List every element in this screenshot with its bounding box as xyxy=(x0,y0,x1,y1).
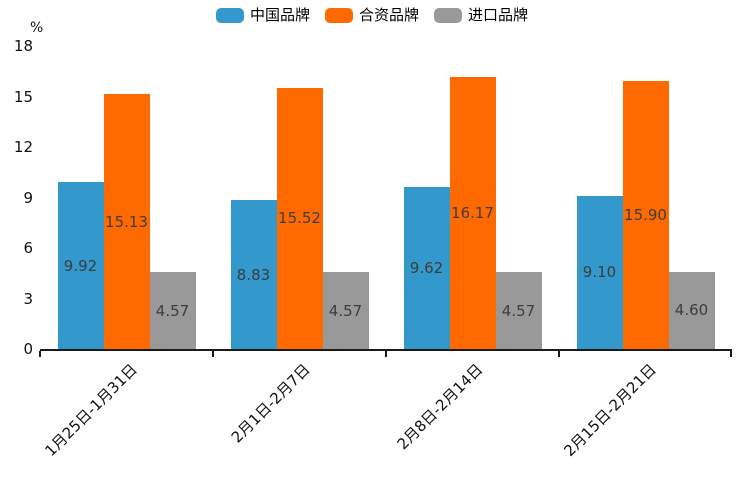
y-axis-tick-label: 3 xyxy=(23,289,33,308)
bar-joint-venture-brand-group-2: 15.52 xyxy=(276,87,323,349)
bar-value-label: 9.62 xyxy=(409,259,444,278)
legend-item-china-brand[interactable]: 中国品牌 xyxy=(215,6,310,24)
bar-value-label: 8.83 xyxy=(236,265,271,284)
bar-value-label: 4.57 xyxy=(328,301,363,320)
legend-swatch-import-brand xyxy=(434,8,462,23)
legend-label: 合资品牌 xyxy=(358,6,419,24)
x-axis-category-label: 2月8日-2月14日 xyxy=(393,360,487,454)
x-axis-category-label: 2月15日-2月21日 xyxy=(560,360,660,460)
bar-value-label: 15.13 xyxy=(105,212,148,231)
legend-item-import-brand[interactable]: 进口品牌 xyxy=(434,7,528,24)
y-axis-tick-label: 12 xyxy=(13,138,33,156)
bar-china-brand-group-3: 9.62 xyxy=(403,187,450,349)
bar-value-label: 16.17 xyxy=(451,203,494,222)
bar-value-label: 9.10 xyxy=(582,263,617,282)
bar-joint-venture-brand-group-3: 16.17 xyxy=(449,76,496,349)
x-axis-tick xyxy=(385,351,387,357)
y-axis-unit-label: % xyxy=(30,20,44,36)
y-axis-tick-label: 9 xyxy=(23,188,33,207)
legend-label: 中国品牌 xyxy=(249,6,310,24)
bar-joint-venture-brand-group-4: 15.90 xyxy=(622,81,669,349)
bar-group-4: 9.10 15.90 4.60 xyxy=(559,46,732,349)
bar-value-label: 4.57 xyxy=(155,301,190,320)
x-axis-category-label: 1月25日-1月31日 xyxy=(41,360,141,460)
bar-import-brand-group-1: 4.57 xyxy=(149,272,196,349)
legend-item-joint-venture-brand[interactable]: 合资品牌 xyxy=(324,6,419,24)
legend-label: 进口品牌 xyxy=(468,6,529,24)
y-axis: 0 3 6 9 12 15 18 xyxy=(0,37,33,358)
bar-import-brand-group-4: 4.60 xyxy=(668,271,715,349)
y-axis-tick-label: 15 xyxy=(13,87,33,106)
y-axis-tick-label: 6 xyxy=(23,239,33,257)
bar-value-label: 15.52 xyxy=(278,209,321,228)
x-axis-tick xyxy=(39,351,41,357)
bar-group-2: 8.83 15.52 4.57 xyxy=(213,46,386,349)
y-axis-tick-label: 18 xyxy=(13,37,33,55)
x-axis-tick xyxy=(730,351,732,357)
chart-legend: 中国品牌 合资品牌 进口品牌 xyxy=(0,7,744,24)
bar-value-label: 4.57 xyxy=(501,301,536,320)
bar-import-brand-group-2: 4.57 xyxy=(322,272,369,349)
bar-china-brand-group-1: 9.92 xyxy=(57,182,104,349)
bar-joint-venture-brand-group-1: 15.13 xyxy=(103,94,150,349)
bar-value-label: 15.90 xyxy=(624,206,667,225)
bar-value-label: 4.60 xyxy=(674,301,709,320)
x-axis-tick xyxy=(558,351,560,357)
y-axis-tick-label: 0 xyxy=(23,340,33,358)
legend-swatch-china-brand xyxy=(215,8,244,23)
bar-import-brand-group-3: 4.57 xyxy=(495,272,542,349)
plot-area: 9.92 15.13 4.57 8.83 15.52 4.57 9.62 16.17 4.57 9… xyxy=(39,46,732,357)
x-axis-category-label: 2月1日-2月7日 xyxy=(227,360,314,447)
bar-china-brand-group-4: 9.10 xyxy=(576,195,623,349)
bar-group-3: 9.62 16.17 4.57 xyxy=(386,46,559,349)
bar-value-label: 9.92 xyxy=(63,256,98,275)
legend-swatch-joint-venture-brand xyxy=(324,8,353,23)
bar-group-1: 9.92 15.13 4.57 xyxy=(40,46,213,349)
bar-china-brand-group-2: 8.83 xyxy=(230,200,277,349)
x-axis-tick xyxy=(212,351,214,357)
